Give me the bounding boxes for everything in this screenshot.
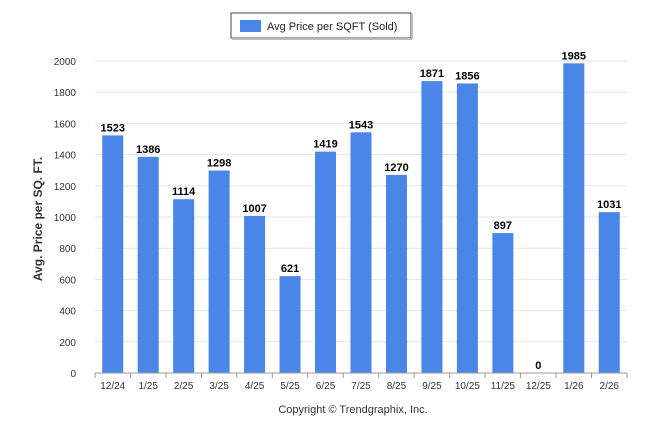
y-tick-label: 1000 — [54, 213, 77, 224]
x-tick-label: 12/24 — [100, 381, 125, 392]
x-tick-label: 3/25 — [209, 381, 229, 392]
data-label: 1985 — [562, 50, 586, 62]
x-tick-label: 7/25 — [351, 381, 371, 392]
bar-2-26 — [598, 212, 620, 373]
x-tick-label: 10/25 — [455, 381, 480, 392]
x-axis-ticks: 12/24 1/25 2/25 3/25 4/25 5/25 6/25 7/25 8/25 9/2… — [94, 373, 628, 392]
data-label: 1114 — [172, 186, 196, 198]
bar-3-25 — [208, 170, 230, 373]
y-tick-label: 1200 — [54, 182, 77, 193]
x-tick-label: 2/25 — [174, 381, 194, 392]
y-tick-label: 1400 — [54, 151, 77, 162]
copyright-text: Copyright © Trendgraphix, Inc. — [278, 404, 427, 416]
y-tick-label: 0 — [70, 369, 76, 380]
x-tick-label: 1/25 — [138, 381, 158, 392]
data-label: 1298 — [207, 158, 231, 170]
x-tick-label: 12/25 — [526, 381, 551, 392]
bar-5-25 — [279, 276, 301, 373]
data-label: 1419 — [313, 139, 337, 151]
bars — [102, 63, 620, 374]
x-tick-label: 8/25 — [387, 381, 407, 392]
y-tick-label: 400 — [59, 307, 76, 318]
data-label: 0 — [535, 360, 541, 372]
x-tick-label: 9/25 — [422, 381, 442, 392]
legend: Avg Price per SQFT (Sold) — [230, 12, 413, 40]
data-label: 1270 — [384, 162, 408, 174]
bar-11-25 — [492, 233, 514, 373]
bar-8-25 — [385, 174, 407, 373]
y-tick-label: 1600 — [54, 119, 77, 130]
bar-9-25 — [421, 81, 443, 374]
bar-12-24 — [102, 135, 124, 373]
x-tick-label: 11/25 — [491, 381, 516, 392]
bar-4-25 — [244, 215, 266, 373]
data-label: 1386 — [136, 144, 160, 156]
data-label: 1871 — [420, 68, 444, 80]
data-label: 1523 — [100, 122, 124, 134]
legend-swatch — [240, 20, 261, 32]
bar-2-25 — [173, 199, 195, 373]
y-tick-label: 600 — [59, 275, 76, 286]
x-tick-label: 4/25 — [245, 381, 265, 392]
data-labels: 1523 1386 1114 1298 1007 621 1419 1543 1270 1871 1… — [100, 50, 621, 372]
bar-1-26 — [563, 63, 585, 374]
x-tick-label: 6/25 — [316, 381, 336, 392]
data-label: 897 — [494, 220, 512, 232]
bar-1-25 — [137, 156, 159, 373]
bar-7-25 — [350, 132, 372, 373]
y-tick-label: 200 — [59, 338, 76, 349]
data-label: 1007 — [242, 203, 266, 215]
legend-label: Avg Price per SQFT (Sold) — [267, 21, 397, 33]
data-label: 1856 — [455, 70, 479, 82]
y-tick-label: 1800 — [54, 88, 77, 99]
y-axis-ticks: 0 200 400 600 800 1000 1200 1400 1600 1800 2000 — [54, 57, 77, 380]
data-label: 621 — [281, 263, 299, 275]
bar-6-25 — [315, 151, 337, 373]
y-tick-label: 2000 — [54, 57, 77, 68]
data-label: 1543 — [349, 119, 373, 131]
y-axis-label: Avg. Price per SQ. FT. — [31, 157, 45, 281]
data-label: 1031 — [597, 199, 621, 211]
y-tick-label: 800 — [59, 244, 76, 255]
bar-10-25 — [456, 83, 478, 374]
x-tick-label: 2/26 — [600, 381, 620, 392]
x-tick-label: 1/26 — [564, 381, 584, 392]
x-tick-label: 5/25 — [280, 381, 300, 392]
